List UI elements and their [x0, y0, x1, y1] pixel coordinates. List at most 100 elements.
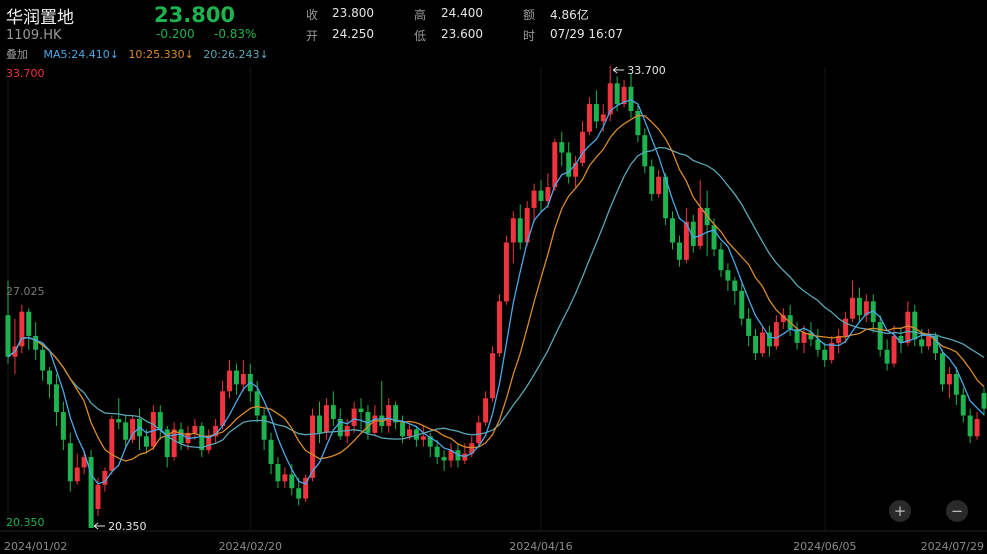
candle-body [746, 318, 752, 336]
candle-body [843, 318, 849, 336]
candle-body [607, 83, 613, 115]
candle-body [926, 335, 932, 347]
candle-body [586, 104, 592, 132]
candle-body [227, 370, 232, 392]
stock-name: 华润置地 [6, 8, 74, 28]
candle-body [420, 436, 426, 440]
candle-body [74, 467, 80, 482]
candle-body [206, 436, 212, 451]
ma20-line [7, 146, 985, 449]
candle-body [434, 446, 440, 458]
candle-body [483, 398, 489, 423]
candle-body [316, 415, 322, 433]
candle-body [939, 353, 945, 385]
candle-body [275, 463, 281, 482]
candle-body [628, 86, 634, 111]
price-change-pct: -0.83% [214, 27, 257, 41]
candle-body [386, 405, 392, 426]
candle-body [490, 353, 496, 399]
candle-body [400, 422, 406, 437]
candle-body [150, 412, 156, 447]
candle-body [753, 335, 759, 354]
candle-body [967, 415, 973, 437]
candle-body [773, 322, 779, 347]
candle-body [199, 425, 205, 451]
close-label: 收 [306, 8, 319, 22]
price-change: -0.200 [156, 27, 195, 41]
candle-body [552, 142, 558, 188]
amount-label: 额 [523, 8, 536, 22]
candle-body [912, 311, 918, 340]
min-marker-arrow [93, 522, 99, 530]
candle-body [794, 329, 800, 343]
candle-body [60, 412, 66, 440]
candle-body [766, 332, 772, 347]
candle-body [157, 412, 163, 430]
candle-body [905, 311, 911, 343]
max-marker-arrow [612, 66, 618, 74]
y-max-label: 33.700 [6, 67, 45, 80]
candle-body [849, 297, 855, 319]
candle-body [240, 374, 246, 385]
ma20-legend: 20:26.243↓ [203, 48, 269, 61]
candle-body [531, 190, 537, 208]
candle-body [372, 415, 378, 433]
candle-body [268, 439, 274, 464]
y-min-label: 20.350 [6, 516, 45, 529]
candle-body [358, 408, 364, 413]
candle-body [808, 332, 814, 340]
candle-body [801, 332, 807, 343]
candle-body [47, 370, 53, 385]
candle-body [891, 335, 897, 364]
candle-body [919, 339, 925, 347]
candle-body [760, 332, 765, 354]
ma10-legend: 10:25.330↓ [128, 48, 194, 61]
candle-body [718, 249, 724, 271]
candle-body [289, 474, 295, 489]
candle-body [33, 335, 39, 350]
candle-body [981, 393, 987, 409]
candle-body [614, 83, 620, 105]
candle-body [220, 391, 226, 426]
candle-body [178, 429, 184, 444]
max-marker-label: 33.700 [627, 66, 666, 77]
open-value: 24.250 [332, 27, 374, 41]
candle-body [642, 135, 648, 167]
candle-body [26, 311, 32, 336]
candle-body [233, 370, 239, 385]
high-label: 高 [414, 8, 427, 22]
x-tick-label: 2024/07/29 [921, 540, 984, 553]
candle-body [102, 470, 108, 485]
candle-body [67, 443, 73, 482]
candle-body [566, 152, 572, 177]
candle-body [559, 142, 565, 153]
candle-body [635, 110, 641, 136]
ma5-line [7, 99, 985, 485]
candle-body [836, 335, 842, 343]
candle-body [303, 477, 309, 499]
candle-body [406, 429, 412, 437]
candle-body [469, 443, 475, 454]
candlestick-chart[interactable]: 33.700 27.025 20.350 33.700 20.350 2024/01/02… [0, 66, 987, 554]
candle-body [53, 384, 59, 413]
zoom-in-button[interactable]: + [889, 500, 911, 522]
candle-body [898, 335, 904, 343]
zoom-out-button[interactable]: − [946, 500, 968, 522]
candle-body [725, 270, 731, 281]
overlay-button[interactable]: 叠加 [6, 48, 28, 61]
candle-body [427, 436, 433, 447]
candle-body [130, 418, 136, 440]
candle-body [330, 405, 336, 419]
candle-body [95, 484, 101, 509]
candle-body [510, 218, 516, 243]
candle-body [40, 349, 46, 371]
candle-body [690, 221, 696, 246]
time-label: 时 [523, 29, 536, 43]
candle-body [337, 418, 343, 437]
candle-body [524, 207, 530, 243]
stock-code: 1109.HK [6, 28, 62, 43]
candle-body [933, 335, 939, 354]
candle-body [780, 315, 786, 323]
candle-body [877, 322, 883, 350]
candle-body [261, 415, 267, 440]
